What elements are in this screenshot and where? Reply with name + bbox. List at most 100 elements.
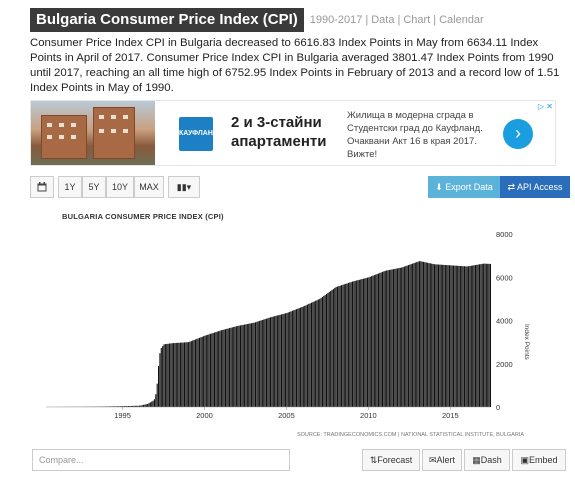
chart-bar xyxy=(250,323,252,407)
chart-bar xyxy=(121,406,123,407)
chart-bar xyxy=(341,285,343,407)
chart-bar xyxy=(305,305,307,407)
chart-bar xyxy=(416,262,418,407)
chart-bar xyxy=(361,279,363,407)
chart-bar xyxy=(485,263,487,407)
chart-bar xyxy=(285,313,287,407)
chart-bar xyxy=(453,265,455,407)
calendar-icon xyxy=(37,182,47,192)
chart-bar xyxy=(223,329,225,407)
chart-bar xyxy=(244,324,246,407)
chart-bar xyxy=(192,340,194,407)
chart-bar xyxy=(455,265,457,407)
chart-bar xyxy=(360,279,362,407)
link-chart[interactable]: Chart xyxy=(403,14,431,26)
chart-bar xyxy=(241,325,243,407)
chart-bar xyxy=(256,321,258,407)
cpi-chart: 0 2000 4000 6000 8000 1995 2000 2005 2010 2015 xyxy=(46,230,513,420)
chart-bar xyxy=(440,264,442,407)
compare-input[interactable] xyxy=(32,449,290,471)
chart-bar xyxy=(365,277,367,407)
chart-bar xyxy=(204,335,206,407)
chart-bar xyxy=(162,346,164,407)
chart-bar xyxy=(368,277,370,407)
chart-bar xyxy=(335,287,337,407)
link-data[interactable]: Data xyxy=(371,14,395,26)
range-max-button[interactable]: MAX xyxy=(134,176,164,198)
chart-bar xyxy=(144,404,146,407)
chart-bar xyxy=(215,332,217,407)
calendar-button[interactable] xyxy=(30,176,54,198)
chart-bar xyxy=(313,301,315,407)
chart-bar xyxy=(291,310,293,407)
chart-bar xyxy=(488,263,490,407)
ad-banner[interactable]: КАУФЛАНД 2 и 3-стайни апартаменти Жилища… xyxy=(30,100,556,166)
chart-bar xyxy=(388,269,390,407)
chart-bar xyxy=(462,266,464,407)
chart-bar xyxy=(432,263,434,407)
chart-bar xyxy=(356,280,358,407)
chart-bar xyxy=(323,295,325,407)
chart-bar xyxy=(235,326,237,407)
chart-bar xyxy=(346,283,348,407)
ad-photo[interactable] xyxy=(31,101,155,165)
ad-choice-icon[interactable]: ▷ ✕ xyxy=(537,102,553,111)
chart-bar xyxy=(227,328,229,407)
chart-bar xyxy=(203,336,205,407)
chart-bar xyxy=(421,261,423,407)
chart-type-dropdown[interactable]: ▮▮▾ xyxy=(168,176,200,198)
chart-bar xyxy=(294,309,296,407)
chart-bar xyxy=(282,314,284,407)
chart-bar xyxy=(312,302,314,407)
x-tick-label: 2015 xyxy=(442,411,459,420)
chart-bar xyxy=(137,405,139,407)
chart-bar xyxy=(484,263,486,407)
chart-bar xyxy=(295,309,298,407)
chart-bar xyxy=(140,405,142,407)
ad-headline[interactable]: 2 и 3-стайни апартаменти xyxy=(231,114,327,150)
chart-bar xyxy=(398,268,400,407)
chart-bar xyxy=(336,286,339,407)
chart-bar xyxy=(448,265,451,407)
chart-bar xyxy=(397,268,399,407)
chart-bar xyxy=(447,265,449,407)
chart-bar xyxy=(257,321,259,407)
chart-bar xyxy=(395,268,397,407)
chart-bar xyxy=(185,342,187,407)
api-access-button[interactable]: ⇄ API Access xyxy=(500,176,570,198)
chart-bar xyxy=(122,406,124,407)
chart-bar xyxy=(130,405,132,407)
chart-bar xyxy=(119,406,121,407)
chart-bar xyxy=(331,289,333,407)
chart-bar xyxy=(304,305,306,407)
chart-bar xyxy=(279,314,281,407)
x-tick-label: 2000 xyxy=(196,411,213,420)
chart-bar xyxy=(478,264,481,407)
y-tick-label: 8000 xyxy=(496,230,513,239)
chart-area: BULGARIA CONSUMER PRICE INDEX (CPI) 0 200… xyxy=(30,204,570,444)
footer-bar: ⇅Forecast ✉Alert ▦Dash ▣Embed xyxy=(30,449,570,471)
chart-bar xyxy=(138,405,140,407)
embed-button[interactable]: ▣Embed xyxy=(512,449,566,471)
range-1y-button[interactable]: 1Y xyxy=(58,176,82,198)
dash-button[interactable]: ▦Dash xyxy=(464,449,510,471)
ad-text[interactable]: Жилища в модерна сграда в Студентски гра… xyxy=(347,110,483,160)
export-data-button[interactable]: ⬇ Export Data xyxy=(428,176,500,198)
chart-bar xyxy=(260,320,262,407)
chart-bar xyxy=(159,353,161,407)
page-title: Bulgaria Consumer Price Index (CPI) xyxy=(30,8,304,32)
chart-bar xyxy=(275,315,277,407)
chart-bar xyxy=(179,342,181,407)
alert-button[interactable]: ✉Alert xyxy=(422,449,462,471)
link-years[interactable]: 1990-2017 xyxy=(309,14,363,26)
chart-bar xyxy=(324,294,326,407)
chart-bar xyxy=(290,311,292,407)
range-10y-button[interactable]: 10Y xyxy=(106,176,134,198)
forecast-button[interactable]: ⇅Forecast xyxy=(362,449,420,471)
range-5y-button[interactable]: 5Y xyxy=(82,176,106,198)
link-calendar[interactable]: Calendar xyxy=(439,14,484,26)
ad-arrow-button[interactable]: › xyxy=(503,119,533,149)
ad-logo[interactable]: КАУФЛАНД xyxy=(179,117,218,151)
chart-bar xyxy=(242,324,244,407)
chart-bar xyxy=(476,264,478,407)
